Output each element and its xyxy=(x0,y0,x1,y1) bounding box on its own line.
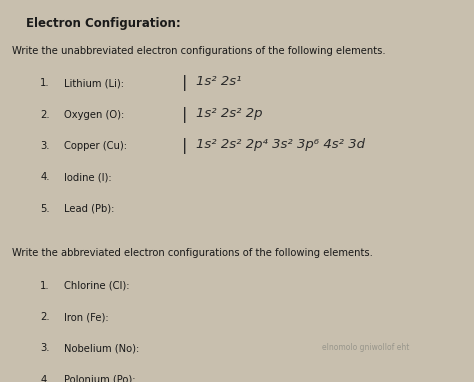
Text: Oxygen (O):: Oxygen (O): xyxy=(64,110,124,120)
Text: 2.: 2. xyxy=(40,110,50,120)
Text: Write the abbreviated electron configurations of the following elements.: Write the abbreviated electron configura… xyxy=(12,248,373,258)
Text: 1.: 1. xyxy=(40,281,50,291)
Text: 3.: 3. xyxy=(40,141,50,151)
Text: Nobelium (No):: Nobelium (No): xyxy=(64,343,139,353)
Text: Iodine (I):: Iodine (I): xyxy=(64,172,111,182)
Text: Chlorine (Cl):: Chlorine (Cl): xyxy=(64,281,129,291)
Text: 4.: 4. xyxy=(40,375,50,382)
Text: |: | xyxy=(182,138,188,154)
Text: 1s² 2s² 2p⁴ 3s² 3p⁶ 4s² 3d: 1s² 2s² 2p⁴ 3s² 3p⁶ 4s² 3d xyxy=(196,138,365,151)
Text: 2.: 2. xyxy=(40,312,50,322)
Text: |: | xyxy=(182,75,188,91)
Text: Write the unabbreviated electron configurations of the following elements.: Write the unabbreviated electron configu… xyxy=(12,46,385,56)
Text: elnomolo gniwollof eht: elnomolo gniwollof eht xyxy=(322,343,410,353)
Text: 1s² 2s¹: 1s² 2s¹ xyxy=(196,75,241,88)
Text: Electron Configuration:: Electron Configuration: xyxy=(26,17,181,30)
Text: 1s² 2s² 2p: 1s² 2s² 2p xyxy=(196,107,262,120)
Text: Iron (Fe):: Iron (Fe): xyxy=(64,312,109,322)
Text: Copper (Cu):: Copper (Cu): xyxy=(64,141,127,151)
Text: Polonium (Po):: Polonium (Po): xyxy=(64,375,136,382)
Text: 3.: 3. xyxy=(40,343,50,353)
Text: 1.: 1. xyxy=(40,78,50,88)
Text: Lead (Pb):: Lead (Pb): xyxy=(64,204,114,214)
Text: 4.: 4. xyxy=(40,172,50,182)
Text: 5.: 5. xyxy=(40,204,50,214)
Text: |: | xyxy=(182,107,188,123)
Text: Lithium (Li):: Lithium (Li): xyxy=(64,78,124,88)
